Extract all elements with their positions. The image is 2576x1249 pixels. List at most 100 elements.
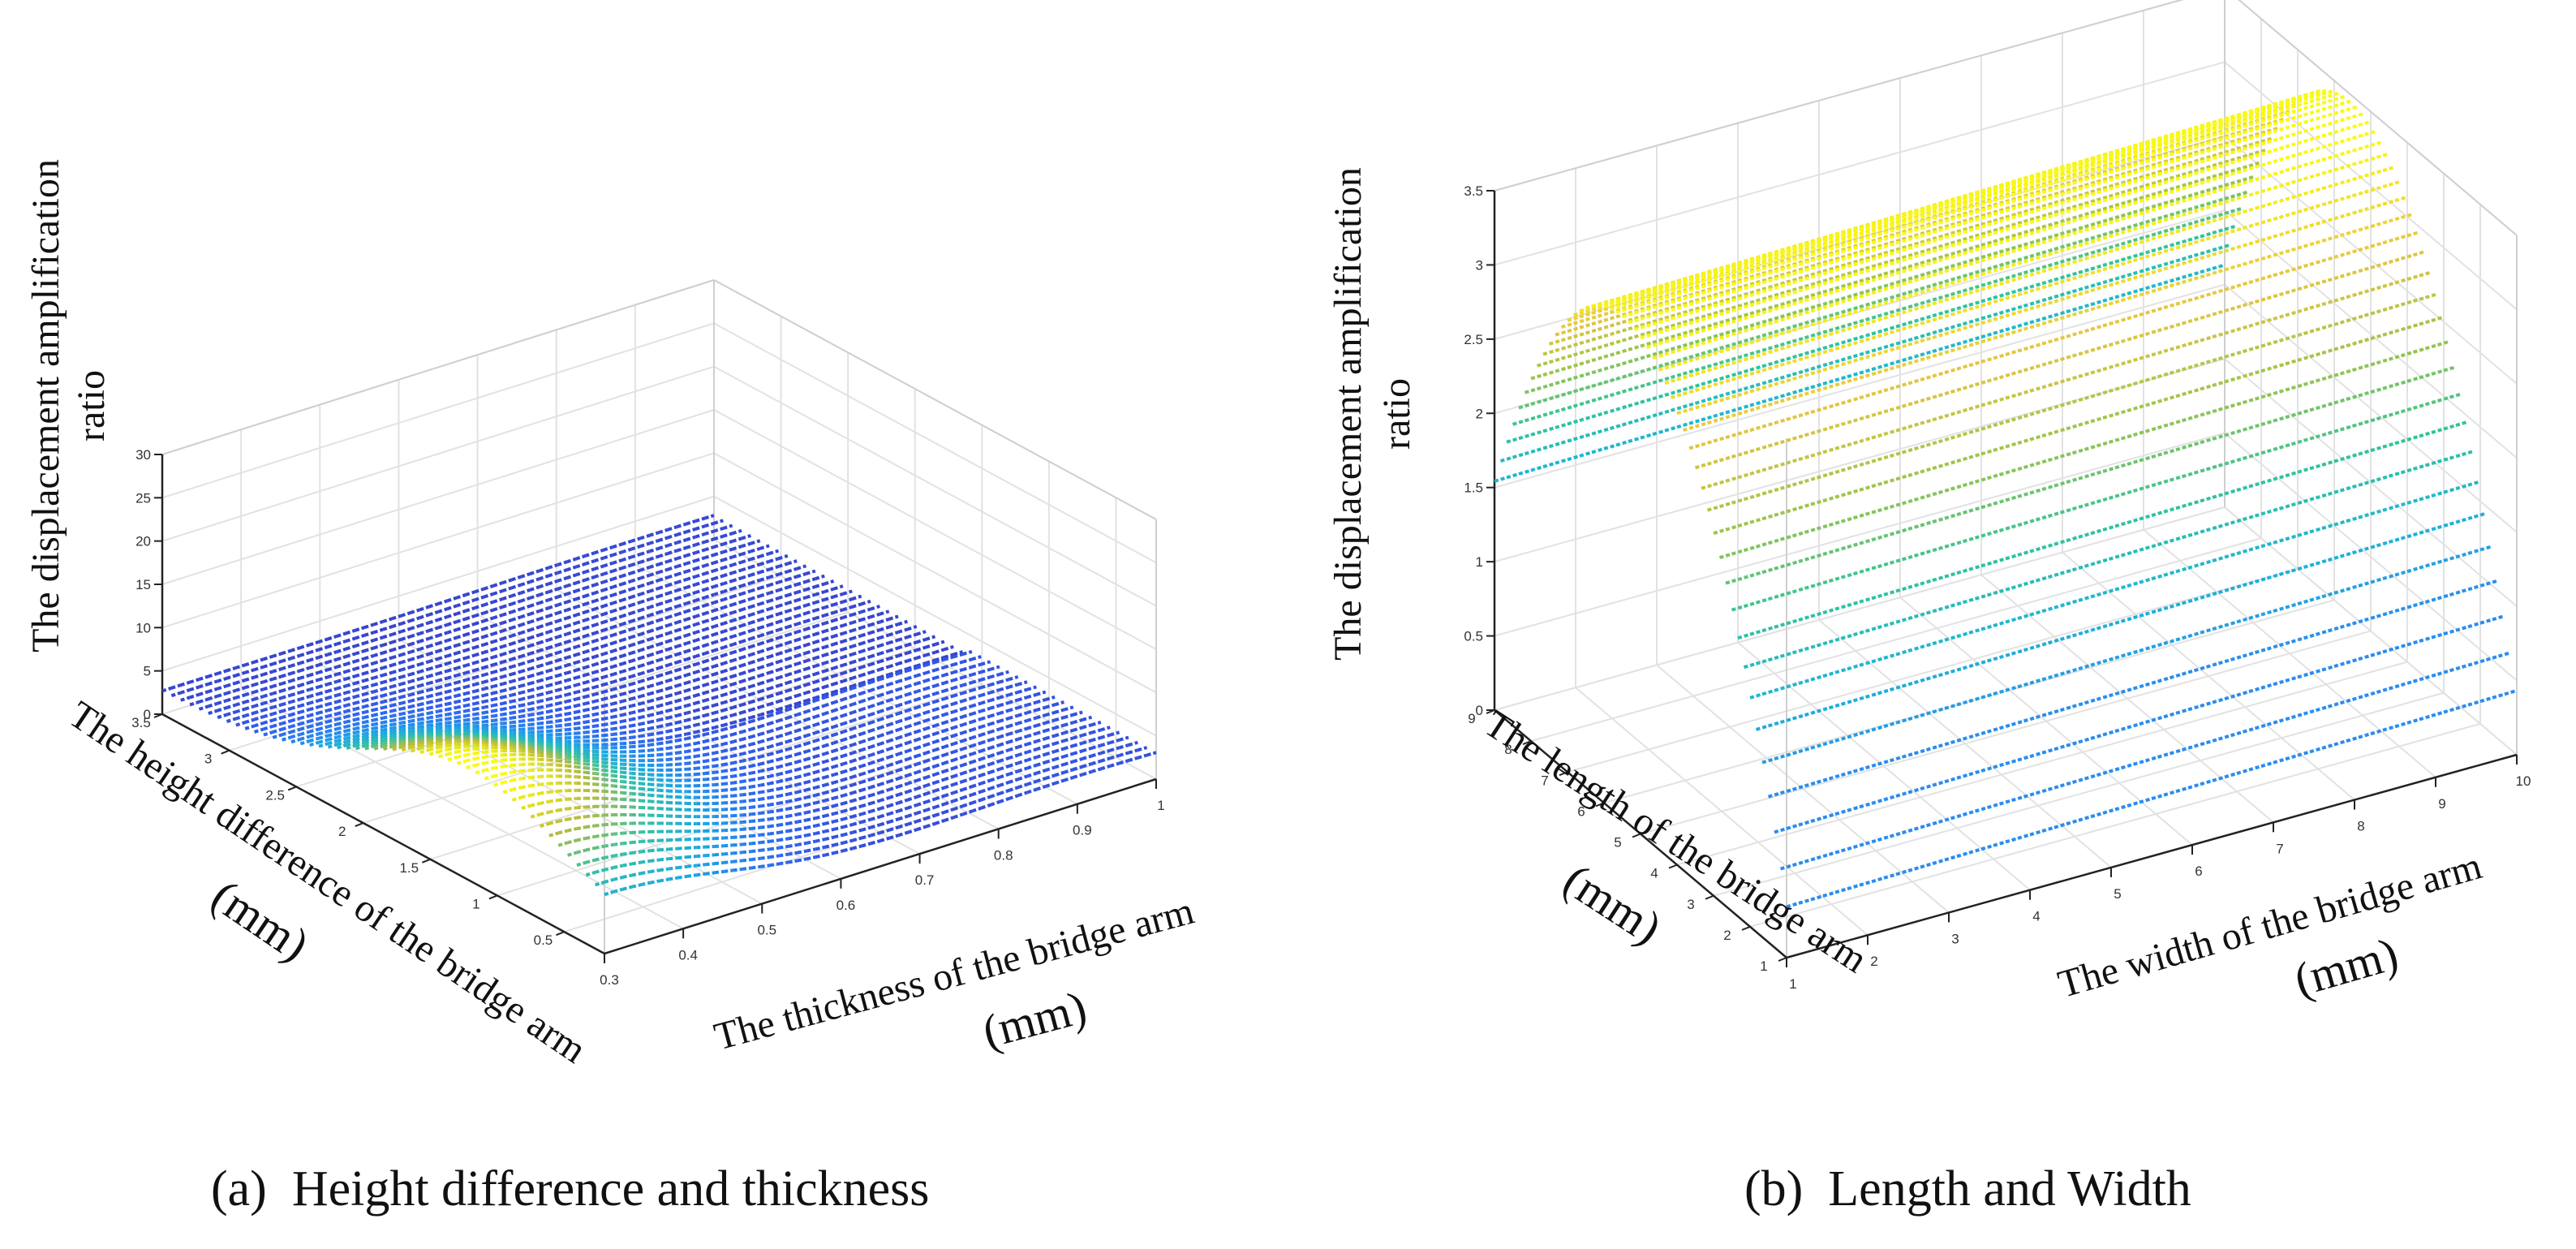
surface-segment xyxy=(1767,332,1782,339)
surface-segment xyxy=(595,753,604,757)
surface-segment xyxy=(750,747,761,754)
surface-segment xyxy=(704,751,716,756)
surface-segment xyxy=(925,764,936,771)
surface-segment xyxy=(1810,254,1824,261)
surface-segment xyxy=(180,680,191,687)
surface-segment xyxy=(1993,215,2006,223)
surface-segment xyxy=(1749,386,1763,394)
surface-segment xyxy=(309,736,320,743)
surface-segment xyxy=(1621,335,1636,342)
surface-segment xyxy=(935,761,945,768)
surface-segment xyxy=(640,743,651,748)
surface-segment xyxy=(1755,261,1770,268)
surface-segment xyxy=(1937,217,1952,225)
surface-segment xyxy=(457,741,467,747)
surface-segment xyxy=(567,751,577,756)
surface-segment xyxy=(1017,696,1028,702)
surface-segment xyxy=(778,593,789,600)
surface-segment xyxy=(797,717,807,725)
surface-segment xyxy=(871,839,881,846)
surface-segment xyxy=(879,836,890,842)
surface-segment xyxy=(686,754,697,760)
surface-segment xyxy=(879,722,890,730)
surface-segment xyxy=(668,762,678,767)
surface-segment xyxy=(953,755,964,762)
surface-segment xyxy=(778,755,789,761)
surface-segment xyxy=(290,710,301,717)
surface-segment xyxy=(1761,421,1775,429)
surface-segment xyxy=(438,727,448,732)
surface-segment xyxy=(1694,295,1709,303)
surface-segment xyxy=(815,775,826,782)
surface-segment xyxy=(1749,308,1763,316)
surface-segment xyxy=(1847,305,1860,312)
surface-segment xyxy=(1548,338,1563,346)
surface-segment xyxy=(842,799,854,805)
surface-segment xyxy=(456,698,467,704)
surface-segment xyxy=(1548,380,1563,387)
surface-segment xyxy=(566,704,577,710)
surface-segment xyxy=(428,734,439,739)
surface-segment xyxy=(2023,267,2037,275)
surface-segment xyxy=(935,657,945,664)
surface-segment xyxy=(1743,313,1757,321)
surface-segment xyxy=(511,709,522,715)
surface-segment xyxy=(759,710,771,717)
surface-segment xyxy=(575,602,587,609)
surface-segment xyxy=(576,754,587,760)
surface-segment xyxy=(355,725,366,730)
surface-segment xyxy=(621,644,632,650)
surface-segment xyxy=(346,628,356,635)
surface-segment xyxy=(346,674,356,681)
surface-segment xyxy=(2108,156,2122,163)
surface-segment xyxy=(604,854,614,859)
surface-segment xyxy=(419,613,430,620)
surface-segment xyxy=(1974,254,1989,261)
surface-segment xyxy=(732,616,742,622)
surface-segment xyxy=(244,724,256,730)
surface-segment xyxy=(797,811,807,816)
surface-segment xyxy=(428,672,439,678)
surface-segment xyxy=(640,691,651,698)
surface-segment xyxy=(824,804,835,810)
surface-segment xyxy=(1774,251,1787,258)
surface-segment xyxy=(621,704,632,710)
surface-segment xyxy=(2017,192,2031,200)
surface-segment xyxy=(1968,202,1982,209)
surface-segment xyxy=(897,757,909,764)
surface-segment xyxy=(2114,226,2128,233)
surface-segment xyxy=(668,756,678,761)
surface-segment xyxy=(502,721,513,726)
surface-segment xyxy=(2029,241,2043,248)
surface-segment xyxy=(2309,101,2323,109)
surface-segment xyxy=(401,726,411,732)
surface-segment xyxy=(925,789,936,795)
surface-segment xyxy=(2242,222,2256,230)
surface-segment xyxy=(456,691,467,698)
surface-segment xyxy=(1706,274,1721,282)
surface-segment xyxy=(2078,211,2092,218)
surface-segment xyxy=(2017,273,2031,281)
surface-segment xyxy=(1944,342,1958,350)
surface-segment xyxy=(1603,315,1617,322)
surface-segment xyxy=(2224,131,2238,139)
surface-segment xyxy=(1542,349,1556,356)
surface-segment xyxy=(1045,726,1056,733)
surface-segment xyxy=(916,687,927,694)
surface-segment xyxy=(1670,392,1684,399)
surface-segment xyxy=(962,744,973,751)
surface-segment xyxy=(759,591,770,598)
surface-segment xyxy=(1640,304,1654,312)
surface-segment xyxy=(1786,261,1800,269)
surface-segment xyxy=(530,812,541,819)
surface-segment xyxy=(879,648,890,656)
surface-segment xyxy=(2309,93,2323,100)
surface-segment xyxy=(621,711,632,717)
surface-segment xyxy=(2169,224,2183,231)
surface-segment xyxy=(584,623,596,630)
surface-segment xyxy=(613,670,623,676)
surface-segment xyxy=(704,625,715,631)
surface-segment xyxy=(391,682,402,688)
surface-segment xyxy=(548,746,559,751)
surface-segment xyxy=(1871,235,1885,243)
